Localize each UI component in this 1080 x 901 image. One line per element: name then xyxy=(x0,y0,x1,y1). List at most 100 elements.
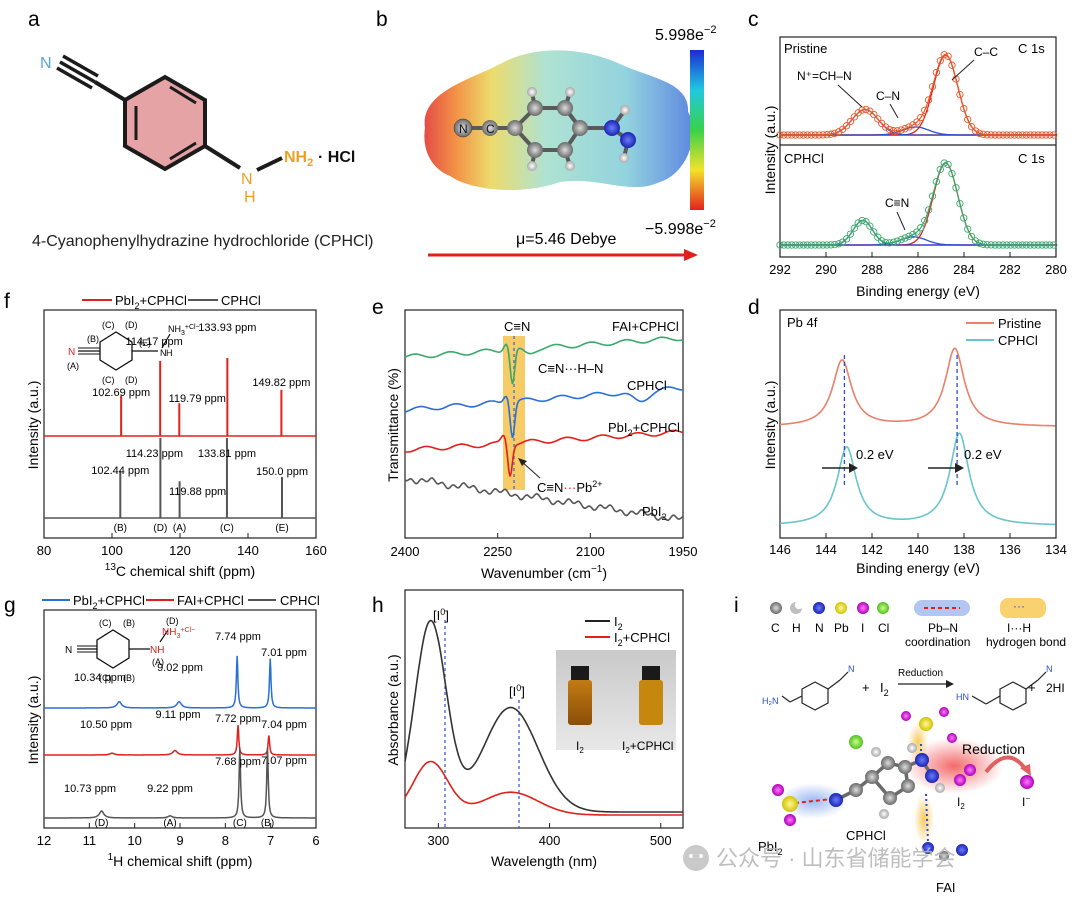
i-iminus-label: I xyxy=(1022,795,1025,809)
e-cn: C≡N xyxy=(504,319,530,334)
i-fai-label: FAI xyxy=(936,880,956,895)
x-tick-label: 80 xyxy=(37,543,51,558)
c-data-point xyxy=(975,129,984,137)
e-xlabel: Wavenumber (cm xyxy=(481,565,591,581)
c-data-point xyxy=(964,115,972,124)
g-peak-label: 7.04 ppm xyxy=(261,719,307,731)
c-data-point xyxy=(1018,131,1027,139)
c-data-point xyxy=(956,199,964,208)
c-data-point xyxy=(819,131,827,139)
svg-text:(B): (B) xyxy=(123,618,135,628)
c-data-point xyxy=(1050,131,1058,139)
x-tick-label: 10 xyxy=(127,833,141,848)
panel-g-letter: g xyxy=(4,594,16,617)
i-reduction-label: Reduction xyxy=(962,741,1025,757)
x-tick-label: 292 xyxy=(769,262,791,277)
f-molecule: N (C) (D) (B) (E) (C) (D) (A) N H NH3+Cl… xyxy=(67,320,200,385)
svg-text:PbI2+CPHCl: PbI2+CPHCl xyxy=(608,420,680,438)
svg-text:5.998e−2: 5.998e−2 xyxy=(655,24,716,44)
reduction-arrow xyxy=(984,755,1028,774)
atom-h: H xyxy=(244,189,256,206)
e-series-line xyxy=(404,386,684,438)
c-data-point xyxy=(835,128,843,136)
c-data-point xyxy=(795,241,804,249)
c-data-point xyxy=(874,115,882,123)
e-hbond: C≡N···H–N xyxy=(538,361,603,376)
c-data-point xyxy=(1010,241,1019,249)
svg-text:PbI2+CPHCl: PbI2+CPHCl xyxy=(73,593,145,611)
c-data-point xyxy=(928,82,937,91)
svg-text:Pb: Pb xyxy=(834,621,849,635)
svg-text:(D): (D) xyxy=(166,616,179,626)
e-series-line xyxy=(404,336,684,385)
f-peak-label: 133.93 ppm xyxy=(198,322,256,334)
c-data-point xyxy=(913,228,921,236)
c-ann-cc: C–C xyxy=(974,45,998,59)
g-peak-label: 7.72 ppm xyxy=(215,713,261,725)
x-tick-label: 8 xyxy=(222,833,229,848)
c-data-point xyxy=(1003,241,1011,249)
c-data-point xyxy=(917,113,925,122)
c-data-point xyxy=(983,241,991,249)
cl-atom xyxy=(849,735,863,749)
svg-text:Cl: Cl xyxy=(878,621,889,635)
c-data-point xyxy=(944,160,952,169)
c-data-point xyxy=(987,131,995,139)
svg-text:N: N xyxy=(160,348,167,358)
x-tick-label: 138 xyxy=(953,542,975,557)
i2-atom-b xyxy=(964,764,976,776)
c-data-point xyxy=(815,131,823,139)
scale-min: −5.998e xyxy=(645,221,703,238)
c-data-point xyxy=(885,125,894,134)
h-legend-a: I xyxy=(614,614,618,629)
panel-d-plot xyxy=(779,347,1056,526)
svg-text:−5.998e−2: −5.998e−2 xyxy=(645,218,716,238)
vial-1 xyxy=(568,680,592,725)
panel-h-plot: 300 400 500 xyxy=(404,619,683,848)
c-data-point xyxy=(803,241,812,249)
svg-text:C: C xyxy=(771,621,780,635)
panel-h-frame xyxy=(404,589,684,829)
panel-e: e C≡N FAI+CPHCl CPHCl PbI2+CPHCl PbI2 C≡… xyxy=(372,296,697,581)
g-peak-label: 10.73 ppm xyxy=(64,783,116,795)
c-data-point xyxy=(979,130,987,138)
svg-text:I2+CPHCl: I2+CPHCl xyxy=(622,739,673,755)
atom-n: N xyxy=(40,55,52,72)
c-data-point xyxy=(967,123,976,131)
f-assign-label: (D) xyxy=(153,523,167,534)
c-data-point xyxy=(799,241,808,249)
c-data-point xyxy=(854,219,862,227)
c-data-point xyxy=(862,218,870,226)
e-series-line xyxy=(404,477,684,522)
svg-text:NH3+Cl−: NH3+Cl− xyxy=(168,324,200,337)
c-data-point xyxy=(878,237,886,245)
hcl-label: · HCl xyxy=(318,149,355,166)
svg-text:PbI2: PbI2 xyxy=(758,839,783,857)
c-data-point xyxy=(870,110,878,119)
vial-1-cap xyxy=(571,666,589,680)
f-assign-label: (B) xyxy=(114,523,127,534)
svg-text:C: C xyxy=(486,122,495,136)
g-assign-label: (A) xyxy=(163,818,176,829)
scale-max: 5.998e xyxy=(655,27,704,44)
c-data-point xyxy=(1042,241,1050,249)
c-data-point xyxy=(897,126,905,134)
c-data-point xyxy=(909,230,917,239)
panel-i-letter: i xyxy=(734,594,739,617)
c-data-point xyxy=(975,239,984,247)
f-peak-label: 119.79 ppm xyxy=(169,393,226,405)
svg-text:···: ··· xyxy=(1013,599,1025,613)
g-peak-label: 9.02 ppm xyxy=(157,662,203,674)
f-peak-label: 150.0 ppm xyxy=(256,466,308,478)
panel-c-letter: c xyxy=(748,8,759,31)
svg-text:[I0]: [I0] xyxy=(433,607,449,623)
c-data-point xyxy=(842,235,851,243)
svg-text:[I0]: [I0] xyxy=(509,683,525,699)
c-data-point xyxy=(870,228,878,236)
c-data-point xyxy=(784,241,792,249)
c-data-point xyxy=(889,238,898,246)
scheme-plus-2: + xyxy=(1028,680,1036,695)
c-data-point xyxy=(1022,241,1030,249)
